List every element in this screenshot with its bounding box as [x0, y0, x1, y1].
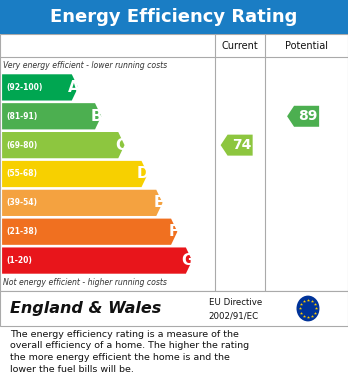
Text: E: E [153, 196, 164, 210]
Polygon shape [2, 190, 163, 216]
Text: G: G [181, 253, 193, 268]
Text: 74: 74 [232, 138, 251, 152]
Text: (81-91): (81-91) [6, 112, 38, 121]
Text: C: C [115, 138, 126, 152]
Text: Potential: Potential [285, 41, 328, 51]
Text: F: F [168, 224, 179, 239]
Text: Not energy efficient - higher running costs: Not energy efficient - higher running co… [3, 278, 167, 287]
Text: B: B [91, 109, 103, 124]
Text: (21-38): (21-38) [6, 227, 38, 236]
Text: D: D [136, 167, 149, 181]
Text: (39-54): (39-54) [6, 198, 37, 207]
Polygon shape [2, 103, 101, 129]
Polygon shape [2, 219, 177, 245]
Text: (55-68): (55-68) [6, 169, 37, 179]
Bar [0, 34, 348, 291]
Polygon shape [221, 135, 253, 156]
Text: (69-80): (69-80) [6, 141, 38, 150]
Text: Energy Efficiency Rating: Energy Efficiency Rating [50, 8, 298, 26]
Text: England & Wales: England & Wales [10, 301, 162, 316]
Polygon shape [2, 248, 192, 274]
Circle shape [296, 296, 319, 321]
Polygon shape [2, 161, 148, 187]
Text: (92-100): (92-100) [6, 83, 43, 92]
Text: (1-20): (1-20) [6, 256, 32, 265]
Text: Current: Current [222, 41, 259, 51]
Text: 89: 89 [298, 109, 317, 123]
Polygon shape [2, 132, 125, 158]
Text: EU Directive: EU Directive [209, 298, 262, 307]
Bar [0, 291, 348, 326]
Text: A: A [68, 80, 79, 95]
Polygon shape [287, 106, 319, 127]
Polygon shape [2, 74, 78, 100]
Text: The energy efficiency rating is a measure of the
overall efficiency of a home. T: The energy efficiency rating is a measur… [10, 330, 250, 374]
Text: 2002/91/EC: 2002/91/EC [209, 311, 259, 320]
Text: Very energy efficient - lower running costs: Very energy efficient - lower running co… [3, 61, 168, 70]
Bar [0, 0, 348, 34]
